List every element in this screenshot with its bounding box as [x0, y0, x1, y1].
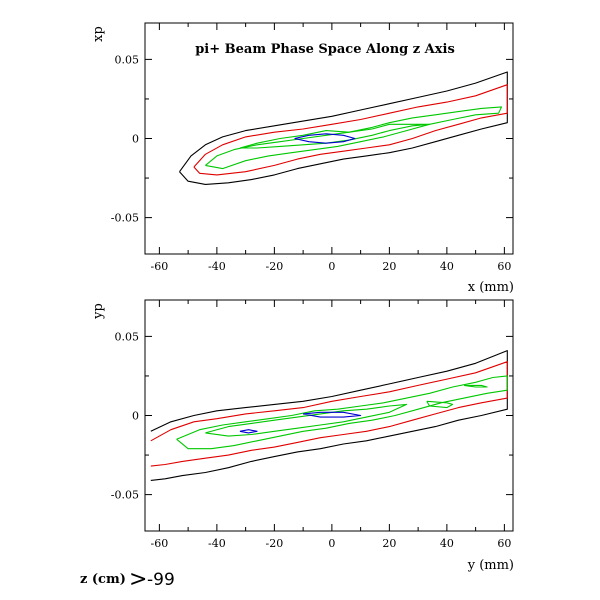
x-axis-label: x (mm): [468, 280, 514, 295]
x-tick-label: 40: [440, 260, 454, 273]
contour-level-3: [176, 375, 508, 450]
z-label: z (cm): [80, 572, 126, 587]
x-tick-label: -40: [208, 537, 226, 550]
y-tick-label: -0.05: [111, 489, 139, 502]
y-tick-label: 0: [132, 133, 139, 146]
x-tick-label: 0: [328, 537, 335, 550]
contour-level-3: [205, 106, 503, 170]
contour-set: [150, 350, 508, 481]
x-tick-label: 20: [382, 537, 396, 550]
contour-level-4: [302, 411, 362, 418]
y-tick-label: -0.05: [111, 212, 139, 225]
z-operator: >: [129, 567, 147, 592]
plot-frame: [144, 22, 514, 255]
y-tick-label: 0: [132, 410, 139, 423]
x-tick-label: -60: [151, 260, 169, 273]
x-tick-label: -20: [266, 537, 284, 550]
plot-frame: [144, 299, 514, 532]
contour-level-2: [193, 84, 508, 176]
x-tick-label: 60: [497, 260, 511, 273]
axis-ticks: -60 -40 -20 0 20 40 60 -0.05 0 0.05: [111, 23, 513, 273]
chart-title: pi+ Beam Phase Space Along z Axis: [195, 42, 455, 57]
z-readout: z (cm) > -99: [80, 567, 175, 592]
y-tick-label: 0.05: [115, 53, 140, 66]
contour-level-3: [205, 403, 408, 437]
y-tick-label: 0.05: [115, 330, 140, 343]
x-tick-label: -40: [208, 260, 226, 273]
x-tick-label: 20: [382, 260, 396, 273]
contour-level-2: [150, 361, 508, 467]
contour-level-1: [150, 350, 508, 481]
x-tick-label: -20: [266, 260, 284, 273]
xp-vs-x-panel: x (mm) xp -60 -40 -20 0 20 40 60 -0.05 0 0.05: [91, 22, 514, 295]
contour-level-3: [239, 123, 431, 149]
z-value: -99: [147, 570, 175, 590]
x-tick-label: 60: [497, 537, 511, 550]
contour-level-4: [239, 429, 258, 434]
yp-vs-y-panel: y (mm) yp -60 -40 -20 0 20 40 60 -0.05 0 0.05: [91, 299, 514, 573]
contour-level-3: [426, 400, 454, 409]
y-axis-label: xp: [91, 26, 106, 42]
contour-level-4: [294, 133, 356, 144]
axis-ticks: -60 -40 -20 0 20 40 60 -0.05 0 0.05: [111, 300, 513, 550]
x-axis-label: y (mm): [467, 558, 514, 573]
contour-level-3: [464, 384, 488, 388]
y-axis-label: yp: [91, 303, 106, 320]
x-tick-label: -60: [151, 537, 169, 550]
x-tick-label: 0: [328, 260, 335, 273]
contour-level-1: [179, 71, 508, 185]
contour-set: [179, 71, 508, 185]
x-tick-label: 40: [440, 537, 454, 550]
